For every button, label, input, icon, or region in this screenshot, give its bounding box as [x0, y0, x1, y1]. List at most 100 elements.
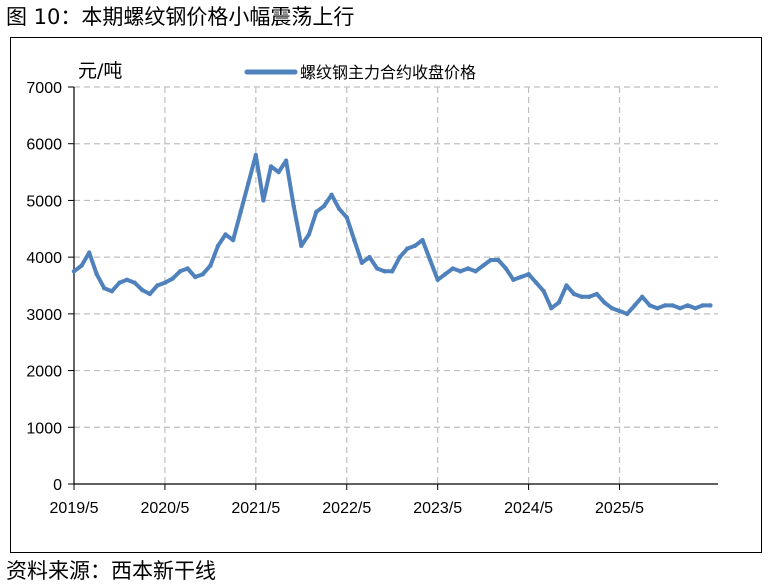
data-point — [564, 283, 569, 288]
data-point — [617, 308, 622, 314]
data-point — [549, 306, 554, 311]
y-tick-label: 4000 — [26, 250, 62, 267]
data-point — [276, 169, 281, 175]
data-point — [230, 237, 236, 243]
y-tick-label: 0 — [53, 477, 62, 494]
data-point — [412, 243, 418, 248]
data-point — [352, 237, 357, 243]
data-point — [556, 300, 562, 305]
data-point — [337, 206, 342, 212]
data-point — [427, 257, 433, 263]
data-point — [223, 232, 228, 237]
data-point — [155, 283, 160, 288]
data-point — [344, 215, 349, 220]
data-point — [314, 209, 319, 214]
data-point — [291, 203, 296, 209]
data-point — [87, 250, 92, 255]
data-point — [208, 263, 213, 268]
data-point — [268, 164, 274, 169]
data-point — [397, 254, 402, 260]
figure-title: 图 10：本期螺纹钢价格小幅震荡上行 — [6, 5, 355, 29]
data-point — [405, 246, 410, 251]
data-point — [94, 272, 99, 277]
data-point — [140, 287, 145, 293]
data-point — [435, 277, 440, 282]
x-tick-label: 2025/5 — [595, 500, 644, 517]
data-point — [238, 209, 243, 214]
data-point — [71, 269, 77, 274]
data-point — [640, 294, 645, 299]
data-point — [443, 272, 448, 277]
data-point — [534, 280, 539, 285]
data-point — [488, 257, 493, 263]
x-tick-label: 2024/5 — [504, 500, 553, 517]
data-point — [382, 269, 387, 274]
data-point — [79, 263, 84, 268]
data-point — [526, 272, 531, 277]
x-tick-label: 2020/5 — [140, 500, 189, 517]
data-point — [367, 254, 372, 260]
legend-label: 螺纹钢主力合约收盘价格 — [300, 63, 476, 82]
data-point — [170, 276, 175, 281]
data-point — [511, 277, 516, 282]
data-point — [200, 272, 205, 277]
data-point — [246, 181, 251, 186]
y-tick-label: 7000 — [26, 80, 62, 97]
data-point — [708, 303, 713, 308]
data-point — [496, 257, 501, 263]
data-point — [587, 294, 592, 299]
data-point — [283, 158, 289, 163]
data-point — [609, 306, 615, 311]
data-point — [480, 263, 486, 268]
y-tick-label: 5000 — [26, 193, 62, 210]
data-point — [147, 291, 152, 297]
data-point — [632, 303, 637, 308]
x-tick-label: 2021/5 — [231, 500, 280, 517]
y-axis-unit: 元/吨 — [78, 60, 122, 82]
data-point — [693, 306, 698, 311]
y-tick-label: 6000 — [26, 137, 62, 154]
data-point — [662, 303, 668, 308]
data-point — [321, 203, 327, 209]
data-point — [602, 300, 607, 305]
data-point — [390, 269, 395, 274]
data-point — [306, 232, 312, 237]
data-point — [503, 266, 509, 271]
data-point — [677, 306, 683, 311]
chart-frame — [10, 37, 762, 553]
data-point — [420, 237, 425, 243]
data-point — [177, 269, 183, 274]
data-point — [193, 274, 198, 280]
y-tick-label: 2000 — [26, 364, 62, 381]
data-point — [685, 303, 690, 308]
x-tick-label: 2022/5 — [322, 500, 371, 517]
data-point — [359, 260, 365, 265]
y-tick-label: 1000 — [26, 420, 62, 437]
data-point — [473, 269, 478, 274]
series-line — [72, 153, 713, 316]
data-point — [647, 303, 652, 308]
source-note: 资料来源：西本新干线 — [6, 559, 216, 583]
data-point — [670, 303, 675, 308]
data-point — [162, 280, 168, 285]
data-point — [518, 274, 524, 280]
data-point — [458, 269, 463, 274]
data-point — [571, 291, 577, 297]
x-tick-label: 2023/5 — [413, 500, 462, 517]
data-point — [185, 266, 190, 271]
data-point — [700, 303, 705, 308]
data-point — [624, 311, 630, 317]
data-point — [465, 266, 471, 271]
data-point — [374, 266, 380, 271]
data-point — [215, 243, 221, 248]
data-point — [329, 192, 334, 197]
data-point — [655, 306, 660, 311]
data-point — [132, 280, 137, 285]
data-point — [102, 286, 107, 291]
data-point — [253, 152, 258, 158]
data-point — [124, 277, 130, 282]
x-tick-label: 2019/5 — [50, 500, 99, 517]
data-point — [109, 289, 115, 294]
data-point — [117, 280, 122, 285]
